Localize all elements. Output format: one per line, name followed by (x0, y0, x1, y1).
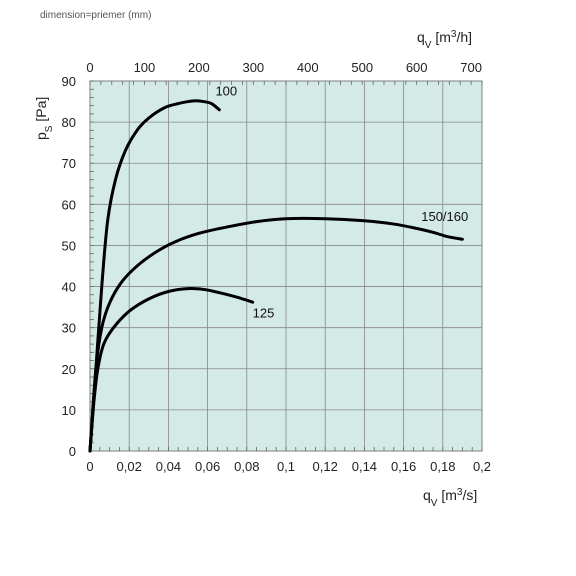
y-tick-label: 90 (62, 74, 76, 89)
curves (88, 99, 464, 453)
y-tick-label: 0 (69, 444, 76, 459)
minor-ticks (89, 80, 483, 452)
x2-tick-label: 0 (86, 60, 93, 75)
x-tick-label: 0 (86, 459, 93, 474)
grid (89, 80, 483, 452)
x-tick-label: 0,08 (234, 459, 259, 474)
y-axis-title: pS [Pa] (33, 97, 55, 140)
y-tick-label: 50 (62, 238, 76, 253)
series-line-150-160 (88, 216, 464, 453)
x-axis-title: qV [m3/s] (423, 487, 477, 509)
series-label-125: 125 (253, 305, 275, 320)
series-line-125 (88, 286, 255, 453)
series-label-100: 100 (215, 83, 237, 98)
x2-tick-label: 700 (460, 60, 482, 75)
x-tick-label: 0,04 (156, 459, 181, 474)
y-tick-labels: 0 10 20 30 40 50 60 70 80 90 (62, 74, 76, 459)
x2-axis-title: qV [m3/h] (417, 29, 472, 51)
x-tick-label: 0,2 (473, 459, 491, 474)
series-labels: 100 150/160 125 (215, 83, 468, 320)
x2-tick-label: 300 (242, 60, 264, 75)
x-tick-label: 0,1 (277, 459, 295, 474)
x2-tick-label: 500 (351, 60, 373, 75)
x2-tick-labels: 0 100 200 300 400 500 600 700 (86, 60, 482, 75)
x2-tick-label: 200 (188, 60, 210, 75)
x-tick-label: 0,02 (117, 459, 142, 474)
x2-tick-label: 400 (297, 60, 319, 75)
x-tick-label: 0,12 (313, 459, 338, 474)
series-label-150-160: 150/160 (421, 209, 468, 224)
x-tick-label: 0,16 (391, 459, 416, 474)
y-tick-label: 70 (62, 156, 76, 171)
y-tick-label: 30 (62, 321, 76, 336)
x2-tick-label: 600 (406, 60, 428, 75)
y-tick-label: 20 (62, 362, 76, 377)
x2-tick-label: 100 (134, 60, 156, 75)
y-tick-label: 10 (62, 403, 76, 418)
x-tick-labels: 0 0,02 0,04 0,06 0,08 0,1 0,12 0,14 0,16 0,18 0,2 (86, 459, 491, 474)
y-tick-label: 80 (62, 115, 76, 130)
x-tick-label: 0,18 (430, 459, 455, 474)
x-tick-label: 0,14 (352, 459, 377, 474)
caption: dimension=priemer (mm) (40, 10, 152, 21)
y-tick-label: 40 (62, 280, 76, 295)
series-line-100 (88, 99, 221, 453)
y-tick-label: 60 (62, 197, 76, 212)
x-tick-label: 0,06 (195, 459, 220, 474)
